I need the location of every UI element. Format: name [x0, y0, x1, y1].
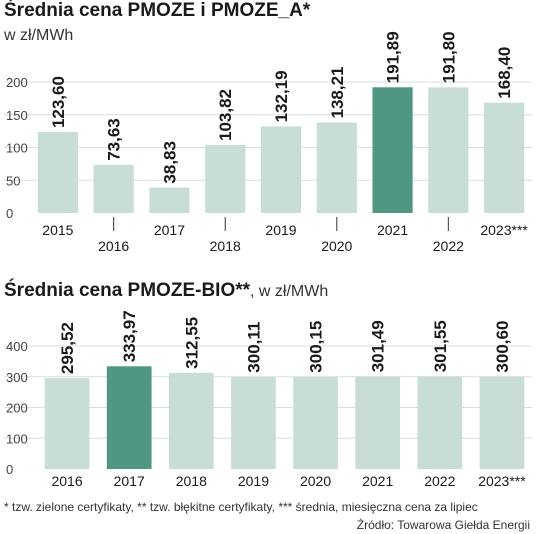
- chart1-bar: [149, 187, 190, 213]
- chart2-x-category-label: 2020: [300, 473, 331, 489]
- chart1-bar: [372, 87, 413, 213]
- source-credit: Źródło: Towarowa Giełda Energii: [356, 518, 530, 532]
- chart2-value-label: 301,49: [369, 320, 388, 372]
- chart1-bar: [484, 102, 525, 213]
- chart2-x-category-label: 2023***: [478, 473, 526, 489]
- chart1-unit: w zł/MWh: [4, 27, 74, 44]
- chart1-x-category-label: 2018: [210, 238, 241, 254]
- chart2-x-category-label: 2019: [238, 473, 269, 489]
- chart2-bar: [479, 376, 525, 469]
- chart1-x-category-label: 2021: [377, 222, 408, 238]
- chart1-y-tick-label: 150: [6, 108, 28, 123]
- chart2-bar: [417, 376, 463, 469]
- chart1-value-label: 132,19: [272, 70, 291, 122]
- chart1-value-label: 191,80: [439, 31, 458, 83]
- chart2-y-tick-label: 300: [6, 370, 28, 385]
- chart2-bar: [293, 376, 338, 469]
- chart1-title: Średnia cena PMOZE i PMOZE_A*: [4, 0, 311, 21]
- chart2-value-label: 300,60: [493, 321, 512, 373]
- chart1-value-label: 123,60: [49, 76, 68, 128]
- chart2-y-tick-label: 100: [6, 431, 28, 446]
- chart2-unit: , w zł/MWh: [250, 283, 329, 300]
- chart2-x-category-label: 2017: [114, 473, 145, 489]
- chart2-bar: [168, 372, 214, 469]
- chart2-value-label: 333,97: [120, 310, 139, 362]
- chart2-bar: [355, 376, 401, 469]
- chart1-x-category-label: 2015: [42, 222, 73, 238]
- chart1-x-category-label: 2023***: [480, 222, 528, 238]
- chart2-y-tick-label: 200: [6, 401, 28, 416]
- chart1-value-label: 168,40: [495, 47, 514, 99]
- chart2-x-category-label: 2021: [362, 473, 393, 489]
- chart1-x-category-label: 2017: [154, 222, 185, 238]
- chart1-y-tick-label: 0: [6, 206, 13, 221]
- footnote: * tzw. zielone certyfikaty, ** tzw. błęk…: [4, 500, 478, 514]
- chart1-plot: 0 50 100 150 200 123,60 2015 73,63 2016 38,83 2017…: [4, 31, 532, 254]
- chart1-x-category-label: 2020: [321, 238, 352, 254]
- chart1-value-label: 191,89: [384, 31, 403, 83]
- chart2-x-category-label: 2016: [51, 473, 82, 489]
- chart2-title: Średnia cena PMOZE-BIO**: [4, 280, 251, 301]
- chart2-bar: [44, 378, 90, 469]
- chart1-bar: [205, 144, 246, 213]
- chart1-bar: [260, 126, 302, 213]
- chart2-value-label: 300,15: [307, 321, 326, 373]
- chart2-value-label: 295,52: [58, 322, 77, 374]
- chart2-bar: [231, 376, 276, 469]
- chart1-y-tick-label: 100: [6, 141, 28, 156]
- chart2-y-tick-label: 400: [6, 339, 28, 354]
- chart1-x-category-label: 2019: [265, 222, 296, 238]
- chart1-bar: [37, 132, 78, 213]
- chart1-x-category-label: 2022: [433, 238, 464, 254]
- chart1-value-label: 103,82: [216, 89, 235, 141]
- chart2-value-label: 312,55: [182, 317, 201, 369]
- chart2-value-label: 300,11: [244, 322, 263, 373]
- chart1-x-category-label: 2016: [98, 238, 129, 254]
- chart2-x-category-label: 2022: [424, 473, 455, 489]
- chart1-value-label: 138,21: [328, 66, 347, 118]
- chart1-bar: [428, 87, 469, 213]
- chart2-bar: [106, 366, 152, 469]
- chart1-bar: [316, 122, 357, 213]
- chart1-value-label: 38,83: [160, 141, 179, 184]
- chart1-value-label: 73,63: [105, 118, 124, 161]
- chart2-value-label: 301,55: [431, 320, 450, 372]
- chart1-y-tick-label: 200: [6, 75, 28, 90]
- chart2-x-category-label: 2018: [176, 473, 207, 489]
- chart1-bar: [93, 164, 134, 213]
- chart2-y-tick-label: 0: [6, 462, 13, 477]
- chart1-y-tick-label: 50: [6, 173, 20, 188]
- chart2-heading: Średnia cena PMOZE-BIO**, w zł/MWh: [4, 280, 328, 302]
